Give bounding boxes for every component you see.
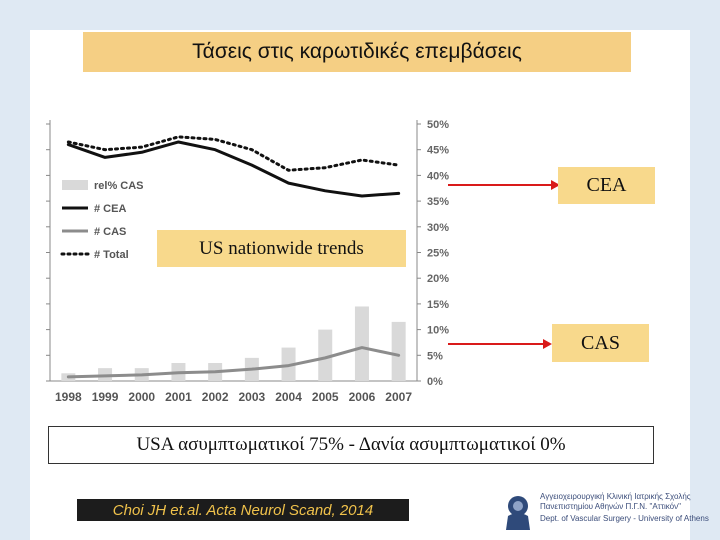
x-tick-label: 2006 <box>349 390 376 404</box>
line-cea <box>66 140 401 198</box>
legend-label: rel% CAS <box>94 180 144 192</box>
legend-swatch <box>62 180 88 190</box>
x-tick-label: 2003 <box>238 390 265 404</box>
x-tick-label: 2002 <box>202 390 229 404</box>
logo-line-1: Αγγειοχειρουργική Κλινική Ιατρικής Σχολή… <box>540 492 691 501</box>
logo-line-3: Dept. of Vascular Surgery - University o… <box>540 514 709 523</box>
y-tick-label: 15% <box>427 299 449 311</box>
y-tick-label: 5% <box>427 350 443 362</box>
university-logo: Αγγειοχειρουργική Κλινική Ιατρικής Σχολή… <box>500 490 709 536</box>
y-tick-label: 45% <box>427 145 449 157</box>
logo-text: Αγγειοχειρουργική Κλινική Ιατρικής Σχολή… <box>540 492 709 524</box>
trends-callout: US nationwide trends <box>157 230 406 267</box>
legend-label: # CEA <box>94 203 126 215</box>
citation: Choi JH et.al. Acta Neurol Scand, 2014 <box>77 499 409 521</box>
bar-rel-cas-2005 <box>318 329 333 381</box>
legend-label: # CAS <box>94 226 126 238</box>
y-tick-label: 30% <box>427 222 449 234</box>
athena-emblem-icon <box>506 496 530 530</box>
x-tick-label: 2005 <box>312 390 339 404</box>
logo-line-2: Πανεπιστημίου Αθηνών Π.Γ.Ν. "Αττικόν" <box>540 502 681 511</box>
x-tick-label: 2004 <box>275 390 302 404</box>
y-tick-label: 40% <box>427 170 449 182</box>
bar-rel-cas-2006 <box>354 306 369 381</box>
line-total <box>66 135 401 172</box>
x-tick-label: 2001 <box>165 390 192 404</box>
chart-legend: rel% CAS # CEA # CAS # Total <box>60 180 144 261</box>
cea-arrow-head <box>551 180 560 190</box>
bar-series <box>61 306 406 381</box>
y-tick-label: 10% <box>427 325 449 337</box>
y-tick-label: 20% <box>427 273 449 285</box>
tick-labels: 1998 1999 2000 2001 2002 2003 2004 2005 2006 2007… <box>55 119 449 404</box>
x-tick-label: 2000 <box>128 390 155 404</box>
y-tick-label: 25% <box>427 248 449 260</box>
bar-rel-cas-2007 <box>391 321 406 381</box>
cas-callout: CAS <box>552 324 649 362</box>
note-box: USA ασυμπτωματικοί 75% - Δανία ασυμπτωμα… <box>48 426 654 464</box>
callout-arrows <box>448 180 560 349</box>
cas-arrow-head <box>543 339 552 349</box>
line-series <box>66 135 401 379</box>
line-cas <box>66 346 401 379</box>
legend-label: # Total <box>94 249 129 261</box>
x-tick-label: 1999 <box>92 390 119 404</box>
x-tick-label: 1998 <box>55 390 82 404</box>
slide-title: Τάσεις στις καρωτιδικές επεμβάσεις <box>83 32 631 72</box>
cea-callout: CEA <box>558 167 655 204</box>
y-tick-label: 35% <box>427 196 449 208</box>
y-tick-label: 0% <box>427 376 443 388</box>
x-tick-label: 2007 <box>385 390 412 404</box>
y-tick-label: 50% <box>427 119 449 131</box>
